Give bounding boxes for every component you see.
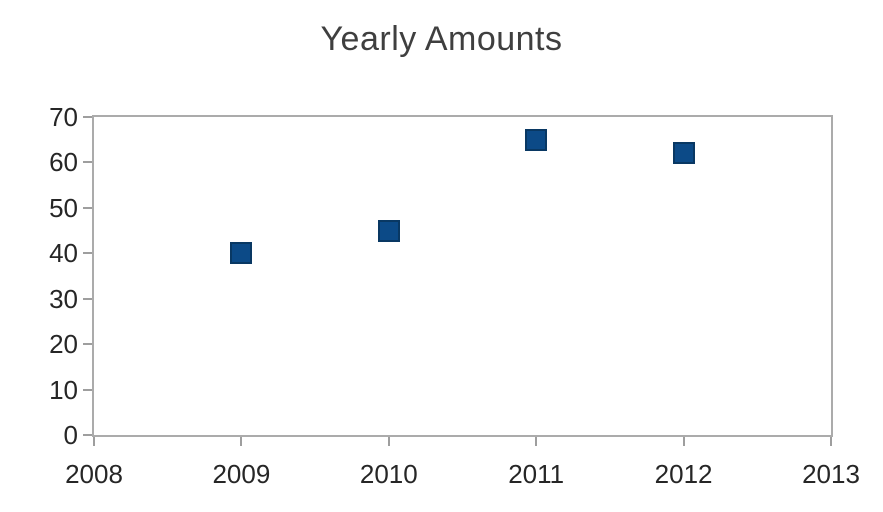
y-axis-tick [83,434,92,436]
y-axis-tick [83,161,92,164]
y-axis-tick-label: 50 [49,192,78,223]
data-point [230,242,253,265]
y-axis-tick-label: 20 [49,329,78,360]
chart-title: Yearly Amounts [320,20,563,58]
x-axis-tick-label: 2012 [654,459,713,489]
y-axis-tick [83,388,92,391]
x-axis-tick-label: 2011 [508,459,565,489]
y-axis-tick-label: 30 [49,283,78,314]
x-axis-tick [830,437,832,446]
x-axis-tick [93,437,95,446]
data-point [377,219,400,242]
x-axis-tick-label: 2010 [359,459,418,489]
y-axis-tick [83,297,92,300]
y-axis-tick-label: 10 [49,374,78,405]
x-axis-tick [387,437,390,446]
y-axis-tick [83,206,92,209]
y-axis-tick [83,116,92,118]
x-axis-tick-label: 2009 [212,459,271,489]
x-axis-tick [535,437,538,446]
data-point [672,142,695,165]
y-axis-tick [83,343,92,346]
x-axis-tick-label: 2013 [802,459,860,489]
data-point [525,128,548,151]
x-axis-tick-label: 2008 [65,459,123,489]
y-axis-tick-label: 70 [49,102,78,132]
y-axis-tick-label: 60 [49,147,78,178]
plot-area: 0 10 20 30 40 50 60 70 2008 2009 2010 2011 2012 2013 [49,104,860,487]
x-axis-tick [240,437,243,446]
y-axis-tick-label: 0 [63,420,78,450]
y-axis-tick-label: 40 [49,238,78,269]
y-axis-tick [83,252,92,255]
x-axis-tick [682,437,685,446]
